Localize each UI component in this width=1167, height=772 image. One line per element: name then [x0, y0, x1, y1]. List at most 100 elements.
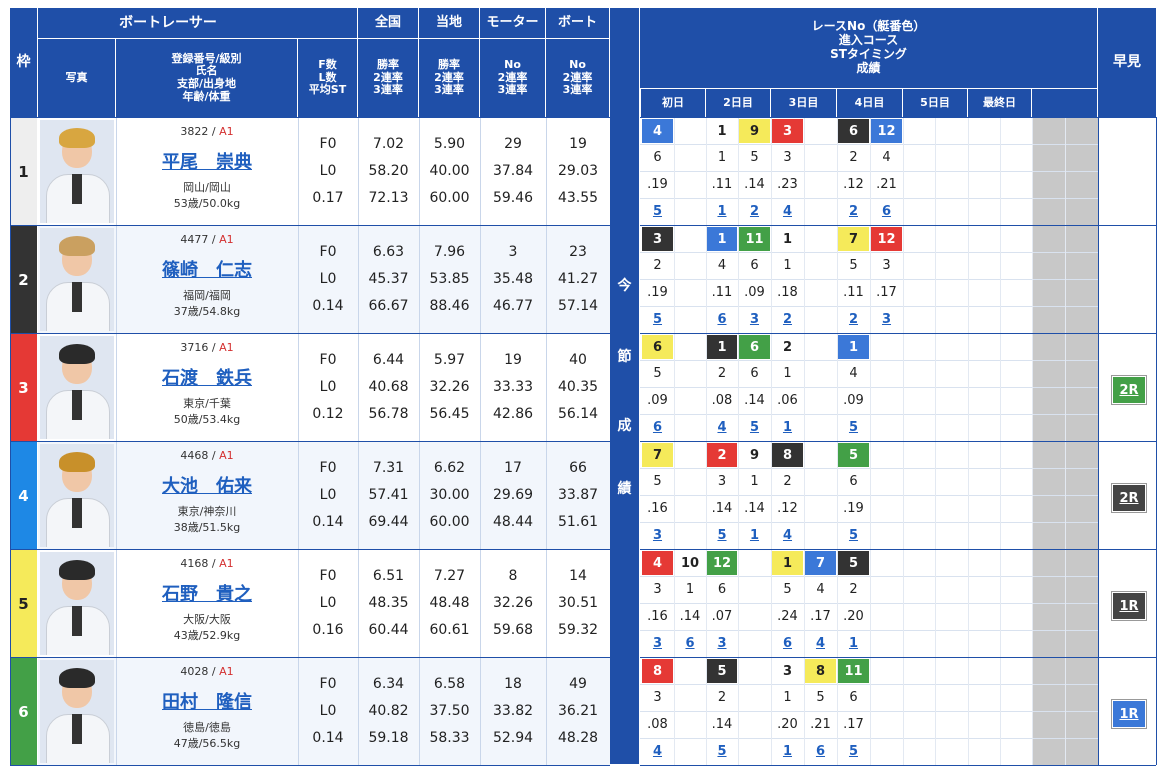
racer-motor-stat: 17 [504, 460, 522, 476]
racer-motor-stat: 3 [508, 244, 518, 260]
series-st: .06 [777, 392, 798, 408]
racer-class: A1 [219, 125, 234, 138]
racer-name-link[interactable]: 平尾 崇典 [162, 152, 252, 173]
grid-line [706, 334, 707, 441]
series-result-link[interactable]: 6 [815, 743, 826, 759]
grid-line [968, 442, 969, 549]
racer-nat-stat: 48.35 [368, 595, 409, 611]
series-result-link[interactable]: 3 [881, 311, 892, 327]
series-result-link[interactable]: 5 [848, 419, 859, 435]
series-race-number: 5 [707, 659, 737, 683]
series-result-link[interactable]: 5 [652, 203, 663, 219]
racer-name-link[interactable]: 田村 隆信 [162, 692, 252, 713]
series-race-number: 1 [838, 335, 869, 359]
grid-line [706, 442, 707, 549]
series-result-link[interactable]: 4 [717, 419, 727, 435]
series-result-link[interactable]: 5 [848, 527, 859, 543]
series-result-link[interactable]: 5 [717, 527, 727, 543]
series-result-link[interactable]: 2 [848, 203, 859, 219]
hayami-race-link[interactable]: 2R [1112, 484, 1146, 512]
grid-line [738, 334, 739, 441]
grid-line [903, 226, 904, 333]
series-result-link[interactable]: 6 [881, 203, 892, 219]
fl-header-line: L数 [318, 70, 337, 84]
reg-number: 3716 / A1 [116, 341, 298, 354]
racer-motor-stat: 46.77 [492, 298, 534, 314]
hayami-race-link[interactable]: 2R [1112, 376, 1146, 404]
racer-nat-stat: 45.37 [368, 271, 409, 287]
series-result-link[interactable]: 1 [749, 527, 760, 543]
series-result-link[interactable]: 1 [782, 743, 793, 759]
racer-name-link[interactable]: 大池 佑来 [162, 476, 252, 497]
series-result-link[interactable]: 6 [685, 635, 695, 651]
series-result-link[interactable]: 3 [717, 635, 727, 651]
racer-branch: 東京/千葉 [183, 397, 231, 410]
series-result-link[interactable]: 1 [782, 419, 793, 435]
racer-name-link[interactable]: 篠崎 仁志 [162, 260, 252, 281]
reg-number-value: 3716 [180, 341, 209, 354]
series-st: .12 [777, 500, 798, 516]
grid-line [935, 226, 936, 333]
series-result-link[interactable]: 5 [652, 311, 663, 327]
racer-name-link[interactable]: 石渡 鉄兵 [162, 368, 252, 389]
series-race-number: 3 [772, 119, 803, 143]
series-result-link[interactable]: 1 [848, 635, 859, 651]
racer-motor-stat: 19 [504, 352, 522, 368]
series-course: 1 [783, 257, 792, 273]
series-result-link[interactable]: 3 [749, 311, 760, 327]
series-race-number: 6 [642, 335, 673, 359]
grid-line [870, 118, 871, 225]
series-st: .11 [843, 284, 864, 300]
fl-header-top [298, 8, 357, 38]
series-course: 5 [783, 581, 792, 597]
series-result-link[interactable]: 5 [717, 743, 727, 759]
series-result-link[interactable]: 2 [749, 203, 760, 219]
grid-line [480, 334, 481, 441]
series-result-link[interactable]: 4 [782, 203, 793, 219]
series-result-link[interactable]: 6 [652, 419, 663, 435]
boat-sub-header-line: No [569, 58, 586, 72]
series-race-number: 5 [838, 551, 869, 575]
grid-line [546, 658, 547, 765]
national-sub-header-line: 2連率 [373, 70, 403, 84]
series-course: 2 [653, 257, 662, 273]
grid-line [10, 765, 610, 766]
grid-line [935, 334, 936, 441]
series-result-link[interactable]: 3 [652, 527, 663, 543]
series-result-link[interactable]: 6 [782, 635, 793, 651]
slash: / [208, 449, 220, 462]
hayami-race-link[interactable]: 1R [1112, 700, 1146, 728]
motor-sub-header: No 2連率 3連率 [480, 39, 545, 117]
grid-line [640, 117, 1156, 118]
series-result-link[interactable]: 4 [815, 635, 826, 651]
hayami-race-link[interactable]: 1R [1112, 592, 1146, 620]
grid-line [870, 442, 871, 549]
series-result-link[interactable]: 1 [717, 203, 727, 219]
series-st: .11 [711, 284, 733, 300]
series-result-link[interactable]: 5 [749, 419, 760, 435]
racer-branch: 東京/神奈川 [177, 505, 237, 518]
series-result-link[interactable]: 2 [848, 311, 859, 327]
grid-line [358, 550, 359, 657]
race-info-line: STタイミング [830, 47, 907, 61]
series-st: .11 [711, 176, 733, 192]
series-result-link[interactable]: 3 [652, 635, 663, 651]
profile-header-line: 登録番号/級別 [171, 51, 242, 65]
racer-loc-stat: 60.00 [429, 514, 470, 530]
grid-line [358, 334, 359, 441]
grid-line [546, 226, 547, 333]
series-result-link[interactable]: 4 [782, 527, 793, 543]
racer-age-weight: 47歳/56.5kg [173, 737, 241, 750]
series-st: .09 [744, 284, 765, 300]
series-result-link[interactable]: 5 [848, 743, 859, 759]
series-race-number: 1 [772, 551, 803, 575]
racer-name-link[interactable]: 石野 貴之 [162, 584, 252, 605]
series-race-number: 2 [707, 443, 737, 467]
series-result-link[interactable]: 2 [782, 311, 793, 327]
series-result-link[interactable]: 6 [717, 311, 727, 327]
grid-line [903, 334, 904, 441]
series-course: 1 [685, 581, 695, 597]
series-race-number: 1 [707, 227, 737, 251]
race-info-line: 成績 [856, 60, 881, 75]
series-result-link[interactable]: 4 [652, 743, 663, 759]
